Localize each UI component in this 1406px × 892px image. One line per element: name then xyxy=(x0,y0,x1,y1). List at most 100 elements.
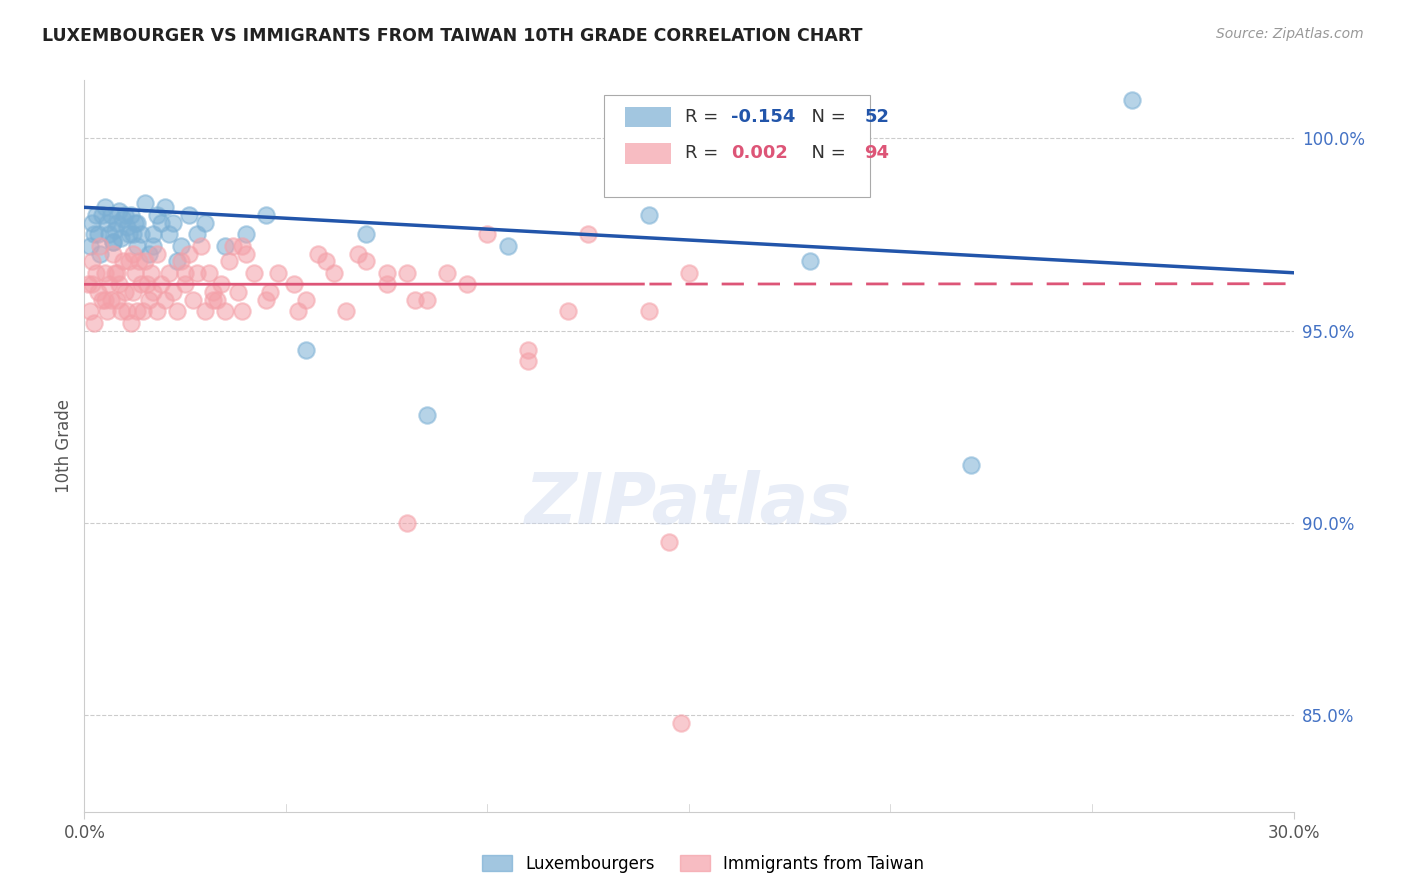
Point xyxy=(516,343,538,357)
Point xyxy=(97,227,120,242)
Point xyxy=(101,246,124,260)
Point xyxy=(114,208,136,222)
Point xyxy=(139,266,162,280)
Point xyxy=(181,293,204,307)
Point xyxy=(335,304,357,318)
Point xyxy=(96,216,118,230)
Point xyxy=(111,211,134,226)
Text: R =: R = xyxy=(685,145,724,162)
Text: 94: 94 xyxy=(865,145,889,162)
Point xyxy=(254,293,277,307)
Point xyxy=(93,266,115,280)
Point xyxy=(121,285,143,299)
Point xyxy=(79,239,101,253)
Text: Source: ZipAtlas.com: Source: ZipAtlas.com xyxy=(1216,27,1364,41)
Point xyxy=(170,239,193,253)
Point xyxy=(107,277,129,292)
Point xyxy=(179,208,201,222)
Point xyxy=(153,200,176,214)
Point xyxy=(477,227,499,242)
Point xyxy=(125,239,148,253)
Point xyxy=(516,354,538,368)
Point xyxy=(637,304,659,318)
Point xyxy=(129,277,152,292)
Point xyxy=(174,277,197,292)
Point xyxy=(295,343,318,357)
Text: ZIPatlas: ZIPatlas xyxy=(526,470,852,539)
Point xyxy=(120,316,142,330)
Point xyxy=(125,304,148,318)
Point xyxy=(82,216,104,230)
Text: 52: 52 xyxy=(865,108,889,126)
Point xyxy=(146,246,169,260)
Point xyxy=(375,266,398,280)
Point xyxy=(960,458,983,473)
Point xyxy=(416,293,439,307)
Point xyxy=(226,285,249,299)
Point xyxy=(174,266,197,280)
Point xyxy=(110,231,132,245)
Point xyxy=(231,304,253,318)
Point xyxy=(132,304,155,318)
FancyBboxPatch shape xyxy=(605,95,870,197)
Point xyxy=(235,227,257,242)
Point xyxy=(375,277,398,292)
Point xyxy=(96,304,118,318)
Point xyxy=(142,239,165,253)
Point xyxy=(86,208,108,222)
Point xyxy=(267,266,290,280)
Point xyxy=(166,254,188,268)
Point xyxy=(190,239,212,253)
Point xyxy=(87,285,110,299)
Text: N =: N = xyxy=(800,145,852,162)
Point xyxy=(347,246,370,260)
Point xyxy=(153,293,176,307)
Point xyxy=(242,266,264,280)
Point xyxy=(235,246,257,260)
Point xyxy=(1121,93,1143,107)
Point xyxy=(157,266,180,280)
Point xyxy=(115,304,138,318)
Point xyxy=(115,219,138,234)
Point xyxy=(678,266,700,280)
Point xyxy=(134,254,156,268)
Point xyxy=(91,293,114,307)
Point xyxy=(576,227,599,242)
Point xyxy=(186,266,208,280)
Point xyxy=(104,223,127,237)
Point xyxy=(104,266,127,280)
Point xyxy=(404,293,426,307)
Point xyxy=(416,408,439,422)
Point xyxy=(105,216,128,230)
Point xyxy=(456,277,478,292)
Point xyxy=(105,266,128,280)
Point xyxy=(93,293,115,307)
Point xyxy=(118,227,141,242)
Point xyxy=(97,277,120,292)
Point xyxy=(125,216,148,230)
Point xyxy=(93,200,115,214)
Point xyxy=(323,266,346,280)
Point xyxy=(142,227,165,242)
Point xyxy=(129,227,152,242)
Point xyxy=(79,304,101,318)
Text: R =: R = xyxy=(685,108,724,126)
Point xyxy=(118,254,141,268)
Point xyxy=(107,204,129,219)
Point xyxy=(179,246,201,260)
Point xyxy=(198,266,221,280)
Text: N =: N = xyxy=(800,108,852,126)
Point xyxy=(114,285,136,299)
Point xyxy=(356,254,378,268)
Point xyxy=(157,227,180,242)
Point xyxy=(146,208,169,222)
Point xyxy=(186,227,208,242)
Point xyxy=(395,516,418,530)
Point xyxy=(121,227,143,242)
Point xyxy=(222,239,245,253)
Point xyxy=(142,285,165,299)
Bar xyxy=(624,107,671,127)
Point xyxy=(259,285,281,299)
Point xyxy=(128,254,150,268)
Point xyxy=(101,235,124,249)
